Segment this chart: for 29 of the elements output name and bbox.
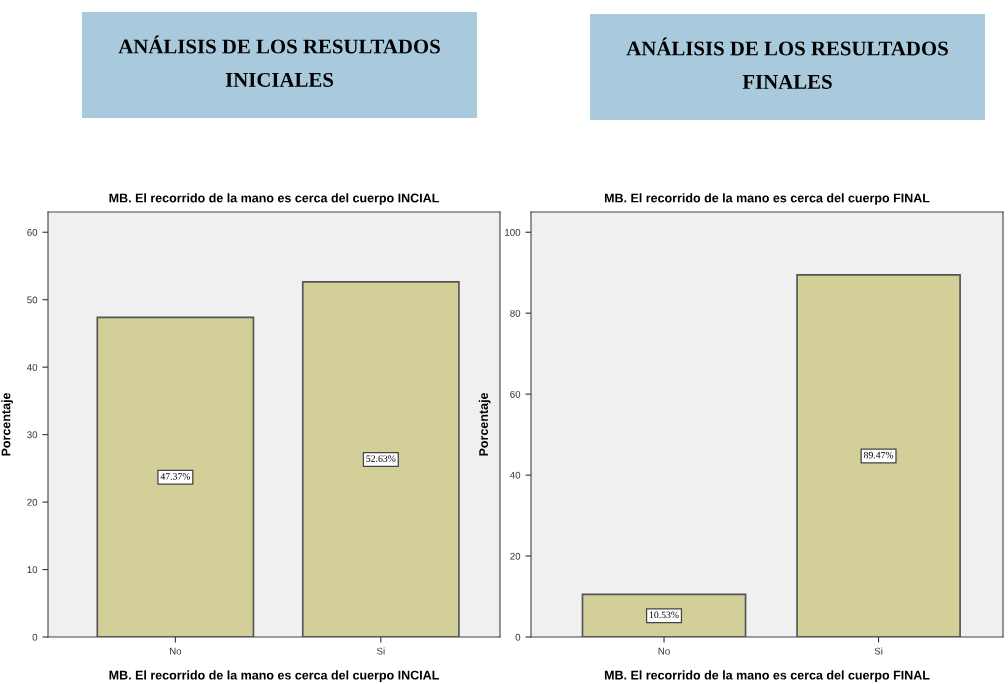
y-tick-label: 40 [509,471,521,479]
data-label: 89.47% [863,451,894,459]
y-tick-label: 0 [515,633,521,641]
y-tick-label: 10 [27,566,38,574]
chart-title: ANÁLISIS DE LOS RESULTADOS FINALES [626,37,948,89]
y-axis-title: Porcentaje [478,392,491,456]
y-tick-label: 50 [27,296,38,304]
x-tick-label: Si [376,647,385,655]
y-axis-title: Porcentaje [1,392,13,456]
y-tick-label: 80 [510,309,521,317]
y-tick-label: 60 [510,390,521,398]
y-tick-label: 60 [27,228,38,236]
data-label: 52.63% [366,455,396,462]
data-label: 47.37% [160,473,191,480]
x-tick-label: No [658,647,670,655]
y-tick-label: 0 [32,633,38,641]
x-axis-title: MB. El recorrido de la mano es cerca del cuerpo FINAL [604,670,930,683]
y-tick-label: 20 [510,552,521,560]
y-tick-label: 30 [27,431,38,439]
y-tick-label: 40 [26,363,38,371]
x-tick-label: No [169,647,182,655]
chart-subtitle: MB. El recorrido de la mano es cerca del cuerpo INCIAL [109,193,439,205]
chart-title: ANÁLISIS DE LOS RESULTADOS INICIALES [118,35,440,87]
data-label: 10.53% [649,611,679,619]
chart-subtitle: MB. El recorrido de la mano es cerca del cuerpo FINAL [604,193,930,205]
x-tick-label: Si [874,647,883,655]
x-axis-title: MB. El recorrido de la mano es cerca del cuerpo INCIAL [109,670,439,683]
y-tick-label: 100 [505,228,521,236]
y-tick-label: 20 [27,498,38,506]
